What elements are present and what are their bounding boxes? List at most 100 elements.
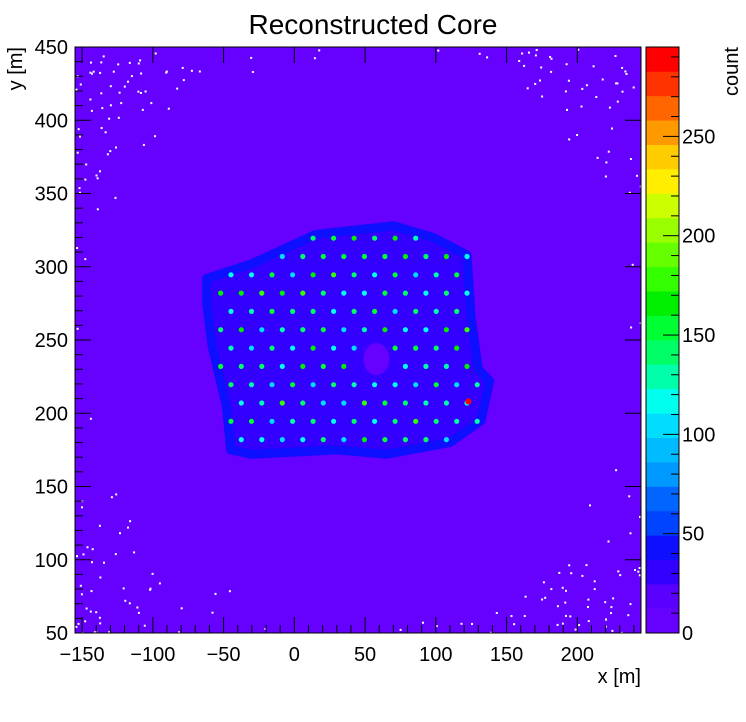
empty-bin [140, 92, 142, 94]
detector-hit [402, 437, 408, 443]
palette-bin [646, 120, 679, 145]
empty-bin [114, 196, 117, 199]
detector-hit [402, 290, 408, 296]
empty-bin [568, 138, 571, 141]
empty-bin [93, 631, 96, 633]
palette-bin [646, 169, 679, 194]
detector-hit [320, 437, 326, 443]
detector-hit [392, 272, 398, 278]
empty-bin [103, 561, 105, 564]
empty-bin [601, 78, 604, 81]
empty-bin [90, 61, 92, 64]
empty-bin [110, 496, 113, 499]
detector-hit [443, 363, 449, 369]
x-tick-label: 150 [490, 644, 523, 666]
detector-hit [464, 327, 470, 333]
empty-bin [513, 623, 516, 626]
empty-bin [614, 55, 617, 57]
empty-bin [544, 596, 547, 599]
detector-hit [218, 290, 224, 296]
empty-bin [76, 327, 79, 330]
empty-bin [109, 150, 112, 153]
detector-hit [290, 272, 296, 278]
detector-hit [454, 308, 460, 314]
empty-bin [534, 82, 537, 85]
empty-bin [96, 177, 99, 180]
empty-bin [549, 56, 552, 58]
detector-hit [423, 363, 429, 369]
palette-bin [646, 144, 679, 170]
palette-frame [645, 46, 680, 634]
detector-hit [300, 290, 306, 296]
empty-bin [595, 96, 598, 98]
detector-hit [341, 327, 347, 333]
palette-bin [646, 559, 679, 585]
empty-bin [313, 57, 316, 60]
z-tick-label: 50 [682, 524, 704, 546]
detector-hit [279, 290, 285, 296]
empty-bin [182, 79, 185, 82]
detector-hit [443, 253, 449, 260]
detector-hit [382, 253, 388, 260]
detector-hit [300, 400, 306, 406]
empty-bin [629, 603, 632, 606]
empty-bin [99, 622, 102, 625]
y-tick-label: 250 [35, 330, 68, 352]
empty-bin [630, 326, 633, 329]
detector-hit [218, 363, 224, 369]
detector-hit [228, 272, 234, 278]
empty-bin [190, 69, 193, 72]
empty-bin [556, 605, 559, 608]
palette-bin [646, 535, 679, 561]
palette-bin [646, 266, 679, 292]
detector-hit [259, 400, 265, 406]
detector-hit [320, 400, 326, 406]
empty-bin [228, 590, 231, 593]
empty-bin [596, 156, 599, 159]
z-tick-label: 200 [682, 226, 715, 248]
empty-bin [639, 185, 641, 188]
heatmap-cells [75, 47, 641, 633]
empty-bin [639, 322, 641, 325]
detector-hit [300, 253, 306, 260]
empty-bin [79, 191, 81, 194]
detector-hit [443, 327, 449, 333]
detector-hit [228, 418, 234, 424]
palette-bin [646, 388, 679, 414]
empty-bin [100, 92, 103, 95]
empty-bin [628, 495, 631, 498]
empty-bin [625, 73, 628, 75]
empty-bin [604, 601, 607, 604]
detector-hit [259, 363, 265, 369]
detector-hit [218, 327, 224, 333]
detector-hit [248, 272, 255, 278]
detector-hit [310, 272, 316, 278]
empty-bin [128, 61, 131, 64]
empty-bin [76, 555, 78, 558]
palette-bin [646, 608, 679, 634]
detector-hit [433, 382, 439, 388]
detector-hit [228, 345, 234, 351]
detector-hit [392, 308, 398, 314]
empty-bin [616, 100, 619, 103]
detector-hit [361, 437, 367, 443]
empty-bin [486, 56, 489, 59]
detector-hit [331, 345, 337, 351]
empty-bin [76, 247, 79, 249]
empty-bin [178, 631, 180, 633]
empty-bin [620, 631, 623, 633]
detector-hit [300, 437, 306, 443]
detector-hit [392, 418, 398, 424]
empty-bin [95, 174, 98, 177]
z-axis-label: count [721, 47, 743, 96]
empty-bin [77, 622, 80, 625]
detector-hit [351, 345, 357, 351]
empty-bin [89, 417, 92, 420]
y-tick-label: 50 [46, 623, 68, 645]
empty-bin [581, 87, 584, 90]
detector-hit [248, 418, 255, 424]
empty-bin [127, 80, 129, 83]
detector-hit [259, 290, 265, 296]
empty-bin [569, 615, 572, 618]
